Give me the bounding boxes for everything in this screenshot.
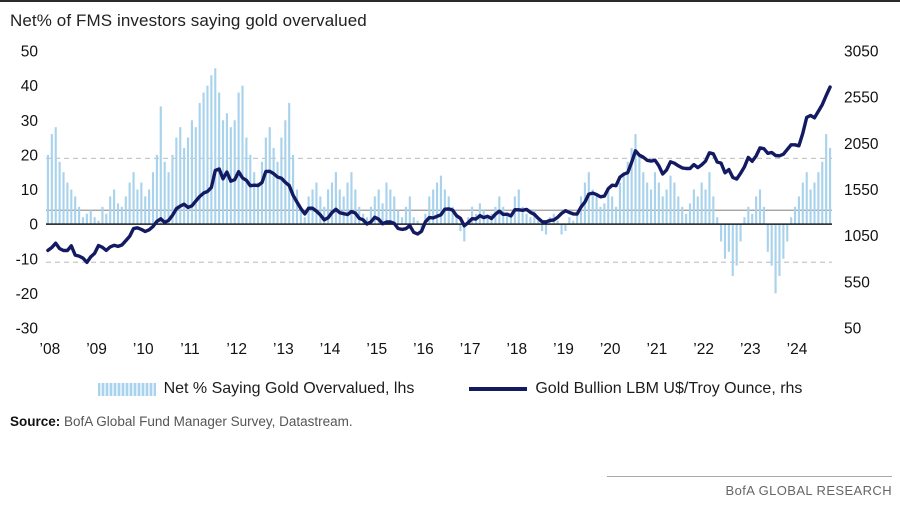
svg-text:’13: ’13 — [273, 341, 294, 358]
line-series-swatch-icon — [469, 387, 528, 391]
svg-text:50: 50 — [844, 321, 862, 338]
source-note: Source: BofA Global Fund Manager Survey,… — [0, 398, 900, 429]
svg-text:’21: ’21 — [647, 341, 668, 358]
svg-text:-20: -20 — [16, 286, 39, 303]
chart-title: Net% of FMS investors saying gold overva… — [10, 11, 367, 30]
source-label: Source: — [10, 414, 61, 429]
svg-text:’12: ’12 — [226, 341, 247, 358]
svg-text:’23: ’23 — [740, 341, 761, 358]
legend-label-bars: Net % Saying Gold Overvalued, lhs — [163, 380, 415, 397]
svg-text:40: 40 — [21, 78, 39, 95]
legend-item-bars: Net % Saying Gold Overvalued, lhs — [97, 380, 415, 398]
svg-text:-30: -30 — [16, 321, 39, 338]
brand-footer-text: BofA GLOBAL RESEARCH — [725, 483, 892, 498]
svg-text:2550: 2550 — [844, 90, 879, 107]
gold-overvalued-chart: 50 40 30 20 10 0 -10 -20 -30 3050 2550 2050 1550 1050… — [16, 44, 879, 359]
svg-text:’24: ’24 — [787, 341, 808, 358]
chart-area: 50 40 30 20 10 0 -10 -20 -30 3050 2550 2050 1550 1050… — [0, 33, 900, 368]
svg-text:’14: ’14 — [320, 341, 341, 358]
svg-text:’16: ’16 — [413, 341, 434, 358]
svg-text:20: 20 — [21, 147, 39, 164]
legend-item-line: Gold Bullion LBM U$/Troy Ounce, rhs — [469, 380, 802, 398]
svg-text:30: 30 — [21, 113, 39, 130]
svg-text:’11: ’11 — [180, 341, 200, 358]
svg-text:1050: 1050 — [844, 228, 879, 245]
legend-label-line: Gold Bullion LBM U$/Troy Ounce, rhs — [535, 380, 803, 397]
x-axis-labels: ’08 ’09 ’10 ’11 ’12 ’13 ’14 ’15 ’16 ’17 ’18 ’19 ’20 ’… — [40, 341, 808, 358]
svg-text:1550: 1550 — [844, 182, 879, 199]
svg-text:’20: ’20 — [600, 341, 621, 358]
svg-text:’10: ’10 — [133, 341, 154, 358]
svg-text:’19: ’19 — [553, 341, 574, 358]
legend: Net % Saying Gold Overvalued, lhs Gold B… — [0, 380, 900, 398]
gold-price-line — [46, 85, 832, 265]
svg-text:’17: ’17 — [460, 341, 481, 358]
svg-text:10: 10 — [21, 182, 39, 199]
source-text: BofA Global Fund Manager Survey, Datastr… — [64, 414, 353, 429]
bar-series-swatch-icon — [97, 382, 156, 396]
bar-series — [46, 68, 832, 294]
svg-text:’09: ’09 — [86, 341, 107, 358]
svg-text:50: 50 — [21, 44, 39, 61]
svg-text:3050: 3050 — [844, 44, 879, 61]
svg-text:’18: ’18 — [506, 341, 527, 358]
svg-text:’22: ’22 — [693, 341, 714, 358]
svg-text:-10: -10 — [16, 251, 39, 268]
svg-text:’08: ’08 — [40, 341, 61, 358]
svg-text:2050: 2050 — [844, 136, 879, 153]
svg-text:’15: ’15 — [366, 341, 387, 358]
svg-text:550: 550 — [844, 274, 870, 291]
brand-footer: BofA GLOBAL RESEARCH — [607, 476, 892, 498]
y-axis-right-labels: 3050 2550 2050 1550 1050 550 50 — [844, 44, 879, 338]
y-axis-left-labels: 50 40 30 20 10 0 -10 -20 -30 — [16, 44, 39, 338]
svg-text:0: 0 — [29, 217, 38, 234]
